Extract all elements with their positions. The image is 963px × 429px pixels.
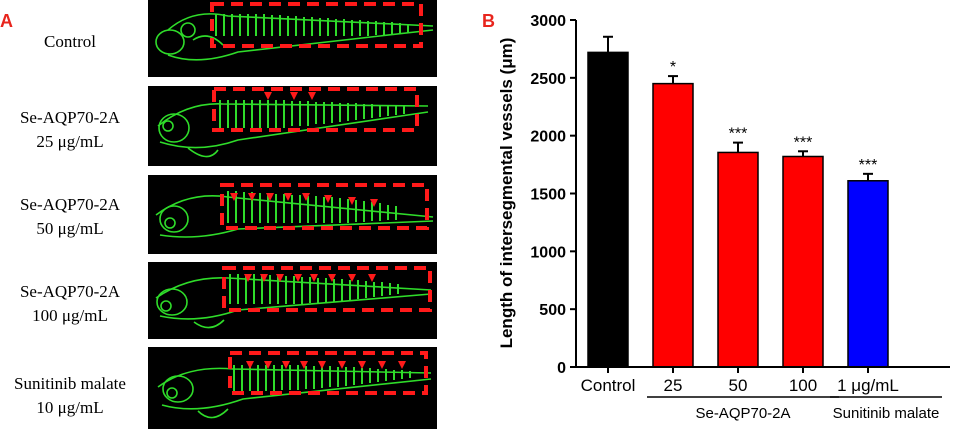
bar bbox=[652, 82, 694, 368]
x-tick-label: 50 bbox=[729, 376, 748, 395]
row-label-line2: 25 μg/mL bbox=[36, 132, 104, 151]
row-label-line2: 10 μg/mL bbox=[36, 398, 104, 417]
panel-a-label: A bbox=[0, 11, 13, 31]
zebrafish-se-100-svg bbox=[155, 266, 432, 329]
row-label-line1: Sunitinib malate bbox=[14, 374, 126, 393]
y-axis: 0 500 1000 1500 2000 2500 3000 bbox=[530, 13, 577, 377]
zebrafish-control-svg bbox=[155, 2, 434, 61]
bar bbox=[782, 155, 824, 368]
bar bbox=[847, 180, 889, 368]
group-label: Se-AQP70-2A bbox=[695, 405, 790, 422]
panel-b-label: B bbox=[482, 11, 495, 31]
y-tick-label: 2500 bbox=[530, 71, 566, 88]
significance-label: * bbox=[670, 59, 676, 76]
row-label-se-25: Se-AQP70-2A 25 μg/mL bbox=[0, 106, 140, 154]
significance-label: *** bbox=[729, 126, 748, 143]
x-tick-label: Control bbox=[581, 376, 636, 395]
zebrafish-image-sunitinib bbox=[148, 347, 437, 429]
row-label-sunitinib: Sunitinib malate 10 μg/mL bbox=[0, 372, 140, 420]
y-tick-label: 2000 bbox=[530, 129, 566, 146]
y-tick-label: 500 bbox=[539, 302, 566, 319]
zebrafish-se-50-svg bbox=[155, 183, 434, 238]
y-axis-label: Length of intersegmental vessels (μm) bbox=[497, 38, 516, 349]
x-tick-label: 100 bbox=[789, 376, 817, 395]
y-tick-label: 0 bbox=[557, 360, 566, 377]
row-label-se-50: Se-AQP70-2A 50 μg/mL bbox=[0, 193, 140, 241]
zebrafish-image-se-100 bbox=[148, 262, 437, 339]
group-label: Sunitinib malate bbox=[833, 405, 940, 422]
row-label-line2: 50 μg/mL bbox=[36, 219, 104, 238]
y-tick-label: 1500 bbox=[530, 187, 566, 204]
bar bbox=[587, 51, 629, 368]
zebrafish-image-se-50 bbox=[148, 175, 437, 254]
zebrafish-se-25-svg bbox=[157, 87, 429, 158]
row-label-control: Control bbox=[0, 30, 140, 54]
row-label-line1: Se-AQP70-2A bbox=[19, 282, 121, 301]
row-label-line1: Se-AQP70-2A bbox=[19, 195, 121, 214]
bars: ********** bbox=[587, 35, 889, 368]
row-label-line2: 100 μg/mL bbox=[32, 306, 108, 325]
row-label-line1: Se-AQP70-2A bbox=[19, 108, 121, 127]
significance-label: *** bbox=[859, 157, 878, 174]
significance-label: *** bbox=[794, 134, 813, 151]
x-tick-label: 25 bbox=[664, 376, 683, 395]
row-label-se-100: Se-AQP70-2A 100 μg/mL bbox=[0, 280, 140, 328]
row-label-line1: Control bbox=[44, 32, 96, 51]
zebrafish-sunitinib-svg bbox=[157, 351, 432, 419]
bar bbox=[717, 151, 759, 368]
y-tick-label: 3000 bbox=[530, 13, 566, 30]
zebrafish-image-se-25 bbox=[148, 86, 437, 166]
zebrafish-image-control bbox=[148, 0, 437, 77]
y-tick-label: 1000 bbox=[530, 244, 566, 261]
x-axis: Control 25 50 100 1 μg/mL Se-AQP70-2A Sunitini… bbox=[576, 366, 950, 422]
x-tick-label: 1 μg/mL bbox=[837, 376, 899, 395]
